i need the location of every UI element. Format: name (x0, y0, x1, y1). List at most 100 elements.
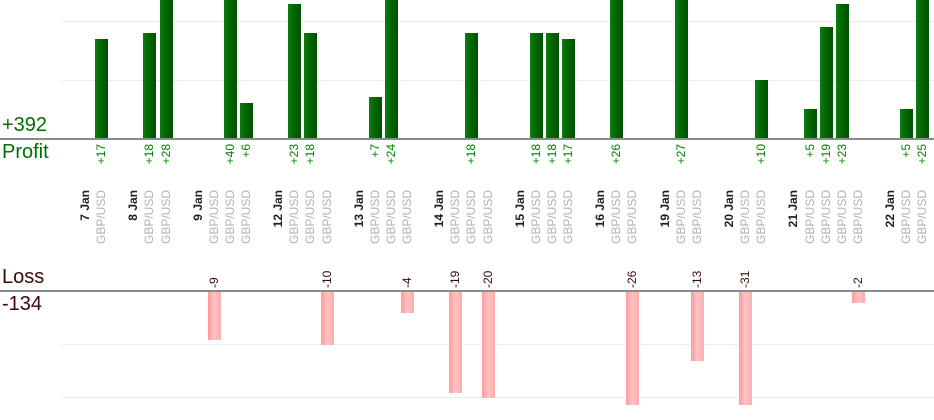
instrument-label: GBP/USD (448, 190, 463, 245)
profit-gridline (62, 21, 934, 22)
loss-bar (690, 292, 704, 361)
profit-value-label: +28 (158, 144, 173, 165)
profit-bar (465, 32, 479, 138)
instrument-label: GBP/USD (802, 190, 817, 245)
instrument-label: GBP/USD (673, 190, 688, 245)
instrument-label: GBP/USD (834, 190, 849, 245)
date-label: 15 Jan (512, 190, 527, 228)
instrument-label: GBP/USD (480, 190, 495, 245)
instrument-label: GBP/USD (689, 190, 704, 245)
profit-bar (304, 32, 318, 138)
loss-value-label: -13 (689, 270, 704, 288)
instrument-label: GBP/USD (287, 190, 302, 245)
date-label: 21 Jan (786, 190, 801, 228)
instrument-label: GBP/USD (561, 190, 575, 245)
profit-value-label: +25 (915, 144, 930, 165)
profit-bar (159, 0, 173, 138)
instrument-label: GBP/USD (899, 190, 914, 245)
loss-value-label: -20 (480, 270, 495, 288)
profit-value-label: +17 (94, 144, 109, 165)
loss-bar (851, 292, 865, 303)
instrument-label: GBP/USD (400, 190, 414, 245)
loss-gridline (62, 344, 934, 345)
loss-bar (320, 292, 334, 345)
instrument-label: GBP/USD (738, 190, 753, 245)
profit-value-label: +19 (818, 144, 833, 165)
instrument-label: GBP/USD (850, 190, 865, 245)
profit-bar (674, 0, 688, 138)
loss-axis-title: Loss (2, 266, 45, 288)
profit-bar (755, 79, 769, 138)
date-label: 22 Jan (883, 190, 897, 228)
date-label: 13 Jan (351, 190, 366, 228)
profit-value-label: +23 (287, 144, 302, 165)
profit-bar (900, 108, 914, 139)
profit-bar (562, 38, 575, 138)
profit-bar (368, 97, 382, 138)
profit-bar (803, 108, 817, 139)
instrument-label: GBP/USD (158, 190, 173, 245)
profit-bar (143, 32, 157, 138)
date-label: 7 Jan (78, 190, 92, 221)
instrument-label: GBP/USD (915, 190, 930, 245)
loss-bar (207, 292, 221, 340)
instrument-label: GBP/USD (142, 190, 157, 245)
loss-bar (481, 292, 495, 398)
profit-value-label: +23 (834, 144, 849, 165)
profit-value-label: +5 (899, 144, 914, 158)
loss-value-label: -26 (625, 270, 640, 288)
profit-value-label: +6 (239, 144, 253, 158)
loss-value-label: -19 (448, 270, 463, 288)
profit-gridline (62, 79, 934, 81)
instrument-label: GBP/USD (206, 190, 221, 245)
profit-value-label: +18 (303, 144, 318, 165)
profit-value-label: +18 (464, 144, 479, 165)
profit-bar (223, 0, 237, 138)
date-label: 14 Jan (432, 190, 447, 228)
profit-value-label: +40 (222, 144, 237, 165)
instrument-label: GBP/USD (544, 190, 559, 245)
profit-value-label: +17 (561, 144, 575, 165)
profit-bar (610, 0, 624, 138)
loss-bar (449, 292, 463, 393)
profit-total: +392 (2, 114, 48, 136)
profit-bar (529, 32, 543, 138)
date-label: 20 Jan (722, 190, 736, 228)
profit-value-label: +18 (544, 144, 559, 165)
profit-bar (95, 38, 109, 138)
loss-axis-baseline (0, 290, 934, 292)
profit-bar (288, 3, 302, 138)
profit-bar (384, 0, 398, 138)
date-label: 19 Jan (657, 190, 672, 228)
profit-bar (916, 0, 930, 138)
profit-value-label: +5 (802, 144, 817, 158)
date-label: 9 Jan (190, 190, 205, 221)
loss-value-label: -2 (850, 277, 865, 288)
date-label: 12 Jan (271, 190, 286, 228)
instrument-label: GBP/USD (383, 190, 398, 245)
instrument-label: GBP/USD (609, 190, 624, 245)
loss-bar (626, 292, 640, 405)
instrument-label: GBP/USD (239, 190, 253, 245)
instrument-label: GBP/USD (625, 190, 640, 245)
profit-value-label: +10 (754, 144, 769, 165)
profit-value-label: +26 (609, 144, 624, 165)
loss-value-label: -10 (319, 270, 334, 288)
loss-bar (401, 292, 414, 314)
profit-value-label: +18 (528, 144, 543, 165)
profit-bar (545, 32, 559, 138)
loss-gridline (62, 397, 934, 398)
loss-value-label: -9 (206, 277, 221, 288)
date-label: 16 Jan (593, 190, 608, 228)
profit-value-label: +7 (367, 144, 382, 158)
profit-axis-baseline (0, 138, 934, 140)
instrument-label: GBP/USD (528, 190, 543, 245)
instrument-label: GBP/USD (319, 190, 334, 245)
profit-value-label: +24 (383, 144, 398, 165)
instrument-label: GBP/USD (464, 190, 479, 245)
loss-bar (739, 292, 753, 405)
instrument-label: GBP/USD (303, 190, 318, 245)
profit-axis-title: Profit (2, 141, 49, 163)
date-label: 8 Jan (126, 190, 141, 221)
instrument-label: GBP/USD (818, 190, 833, 245)
